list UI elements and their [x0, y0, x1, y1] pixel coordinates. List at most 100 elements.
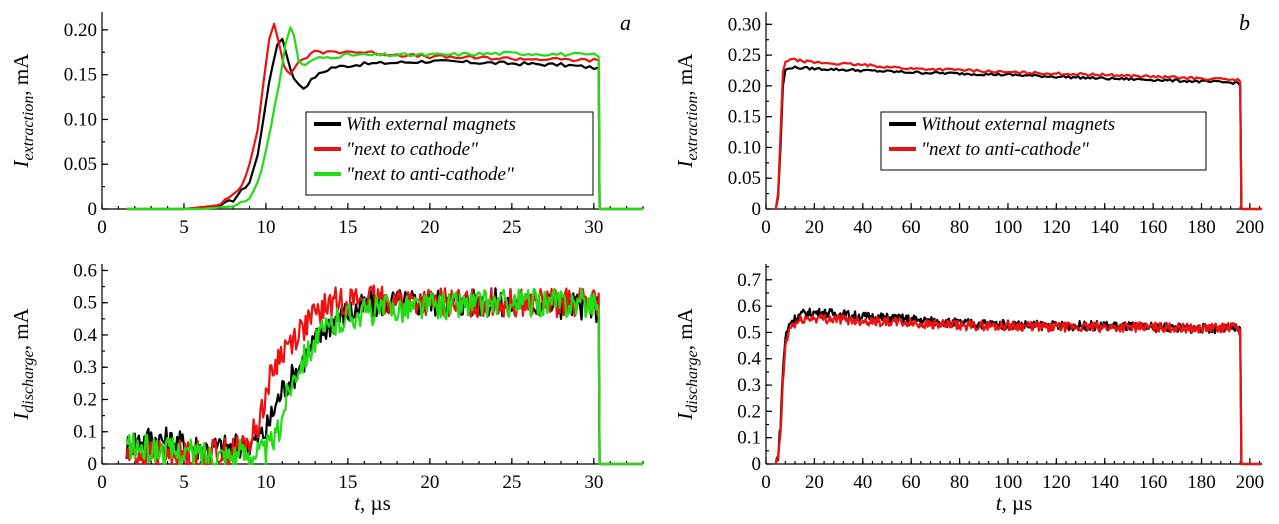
series-line: [774, 65, 1262, 211]
x-tick-label: 200: [1236, 217, 1265, 238]
series-line: [774, 307, 1263, 466]
series-line: [125, 287, 643, 466]
x-tick-label: 0: [761, 217, 771, 238]
panel-b_top: 0 20 40 60 80 100 120 140 160 180 200 0 0.05 0.10 0.15…: [673, 10, 1264, 238]
y-axis-label: Idischarge, mA: [9, 307, 37, 420]
x-tick-label: 100: [994, 472, 1023, 493]
y-tick-label: 0.6: [73, 260, 97, 281]
panel-b_bottom: 0 20 40 60 80 100 120 140 160 180 200 0 0.1 0.2 0.3 0.4…: [673, 264, 1264, 515]
legend-box: [305, 111, 594, 196]
x-tick-label: 60: [902, 472, 921, 493]
y-tick-label: 0.3: [73, 357, 97, 378]
y-tick-label: 0.25: [728, 45, 761, 66]
panel-letter: a: [620, 10, 631, 35]
series-line: [126, 26, 643, 211]
x-tick-label: 140: [1090, 217, 1119, 238]
y-tick-label: 0.20: [728, 76, 761, 97]
legend-label: "next to anti-cathode": [346, 164, 515, 185]
y-label-unit: , mA: [9, 53, 33, 96]
x-tick-label: 40: [853, 472, 872, 493]
y-tick-label: 0: [88, 199, 98, 220]
x-tick-label: 30: [584, 217, 603, 238]
series-line: [774, 313, 1263, 466]
x-tick-label: 30: [584, 472, 603, 493]
x-tick-label: 20: [420, 217, 439, 238]
y-tick-label: 0.2: [737, 401, 761, 422]
y-label-subscript: discharge: [20, 350, 37, 413]
legend-label: "next to anti-cathode": [921, 139, 1090, 160]
y-axis-label: Iextraction, mA: [9, 53, 37, 169]
panel-a_top: 0 5 10 15 20 25 30 0 0.05 0.10 0.15 0.20 Iextraction…: [9, 10, 644, 238]
y-axis-label: Idischarge, mA: [673, 307, 701, 420]
y-label-subscript: discharge: [684, 350, 701, 413]
y-tick-label: 0.30: [728, 14, 761, 35]
x-tick-label: 80: [950, 217, 969, 238]
x-tick-label: 5: [179, 472, 189, 493]
x-tick-label: 140: [1090, 472, 1119, 493]
x-tick-label: 20: [805, 217, 824, 238]
series-line: [125, 284, 643, 466]
x-tick-label: 40: [853, 217, 872, 238]
y-tick-label: 0.3: [737, 375, 761, 396]
y-label-subscript: extraction: [20, 96, 37, 161]
legend-label: Without external magnets: [921, 114, 1115, 135]
y-tick-label: 0.1: [737, 428, 761, 449]
legend-label: "next to cathode": [346, 139, 479, 160]
y-tick-label: 0.05: [64, 154, 97, 175]
y-label-symbol: I: [9, 159, 33, 168]
x-tick-label: 15: [338, 472, 357, 493]
x-tick-label: 20: [805, 472, 824, 493]
y-tick-label: 0: [88, 454, 98, 475]
x-tick-label: 120: [1042, 217, 1071, 238]
y-label-symbol: I: [673, 412, 697, 421]
y-tick-label: 0.15: [728, 107, 761, 128]
y-label-unit: , mA: [673, 307, 697, 350]
legend-box: [880, 111, 1207, 171]
x-label-unit: , µs: [1002, 491, 1033, 515]
y-tick-label: 0.4: [737, 349, 761, 370]
y-label-symbol: I: [9, 412, 33, 421]
y-label-symbol: I: [673, 159, 697, 168]
y-tick-label: 0: [752, 199, 762, 220]
series-line: [774, 57, 1262, 211]
y-axis-label: Iextraction, mA: [673, 53, 701, 169]
x-tick-label: 15: [338, 217, 357, 238]
x-tick-label: 180: [1187, 217, 1216, 238]
y-tick-label: 0.10: [728, 137, 761, 158]
x-tick-label: 0: [97, 217, 107, 238]
y-label-unit: , mA: [9, 307, 33, 350]
x-tick-label: 200: [1236, 472, 1265, 493]
y-tick-label: 0.1: [73, 422, 97, 443]
x-tick-label: 0: [97, 472, 107, 493]
x-tick-label: 180: [1187, 472, 1216, 493]
x-tick-label: 20: [420, 472, 439, 493]
y-label-unit: , mA: [673, 53, 697, 96]
y-tick-label: 0.2: [73, 389, 97, 410]
x-tick-label: 10: [256, 217, 275, 238]
y-tick-label: 0: [752, 454, 762, 475]
x-tick-label: 5: [179, 217, 189, 238]
x-tick-label: 100: [994, 217, 1023, 238]
y-tick-label: 0.05: [728, 168, 761, 189]
x-tick-label: 80: [950, 472, 969, 493]
x-tick-label: 25: [502, 217, 521, 238]
x-tick-label: 25: [502, 472, 521, 493]
x-tick-label: 160: [1139, 217, 1168, 238]
x-axis-label: t, µs: [354, 491, 391, 515]
y-tick-label: 0.6: [737, 296, 761, 317]
legend-label: With external magnets: [346, 114, 516, 135]
x-label-symbol: t: [996, 491, 1003, 515]
x-label-symbol: t: [354, 491, 361, 515]
y-tick-label: 0.7: [737, 270, 761, 291]
x-tick-label: 60: [902, 217, 921, 238]
x-tick-label: 160: [1139, 472, 1168, 493]
y-tick-label: 0.4: [73, 325, 97, 346]
panel-a_bottom: 0 5 10 15 20 25 30 0 0.1 0.2 0.3 0.4 0.5 0.6 Idischarg…: [9, 260, 644, 515]
x-tick-label: 10: [256, 472, 275, 493]
y-tick-label: 0.5: [737, 322, 761, 343]
y-tick-label: 0.15: [64, 65, 97, 86]
y-tick-label: 0.10: [64, 109, 97, 130]
x-tick-label: 0: [761, 472, 771, 493]
x-axis-label: t, µs: [996, 491, 1033, 515]
